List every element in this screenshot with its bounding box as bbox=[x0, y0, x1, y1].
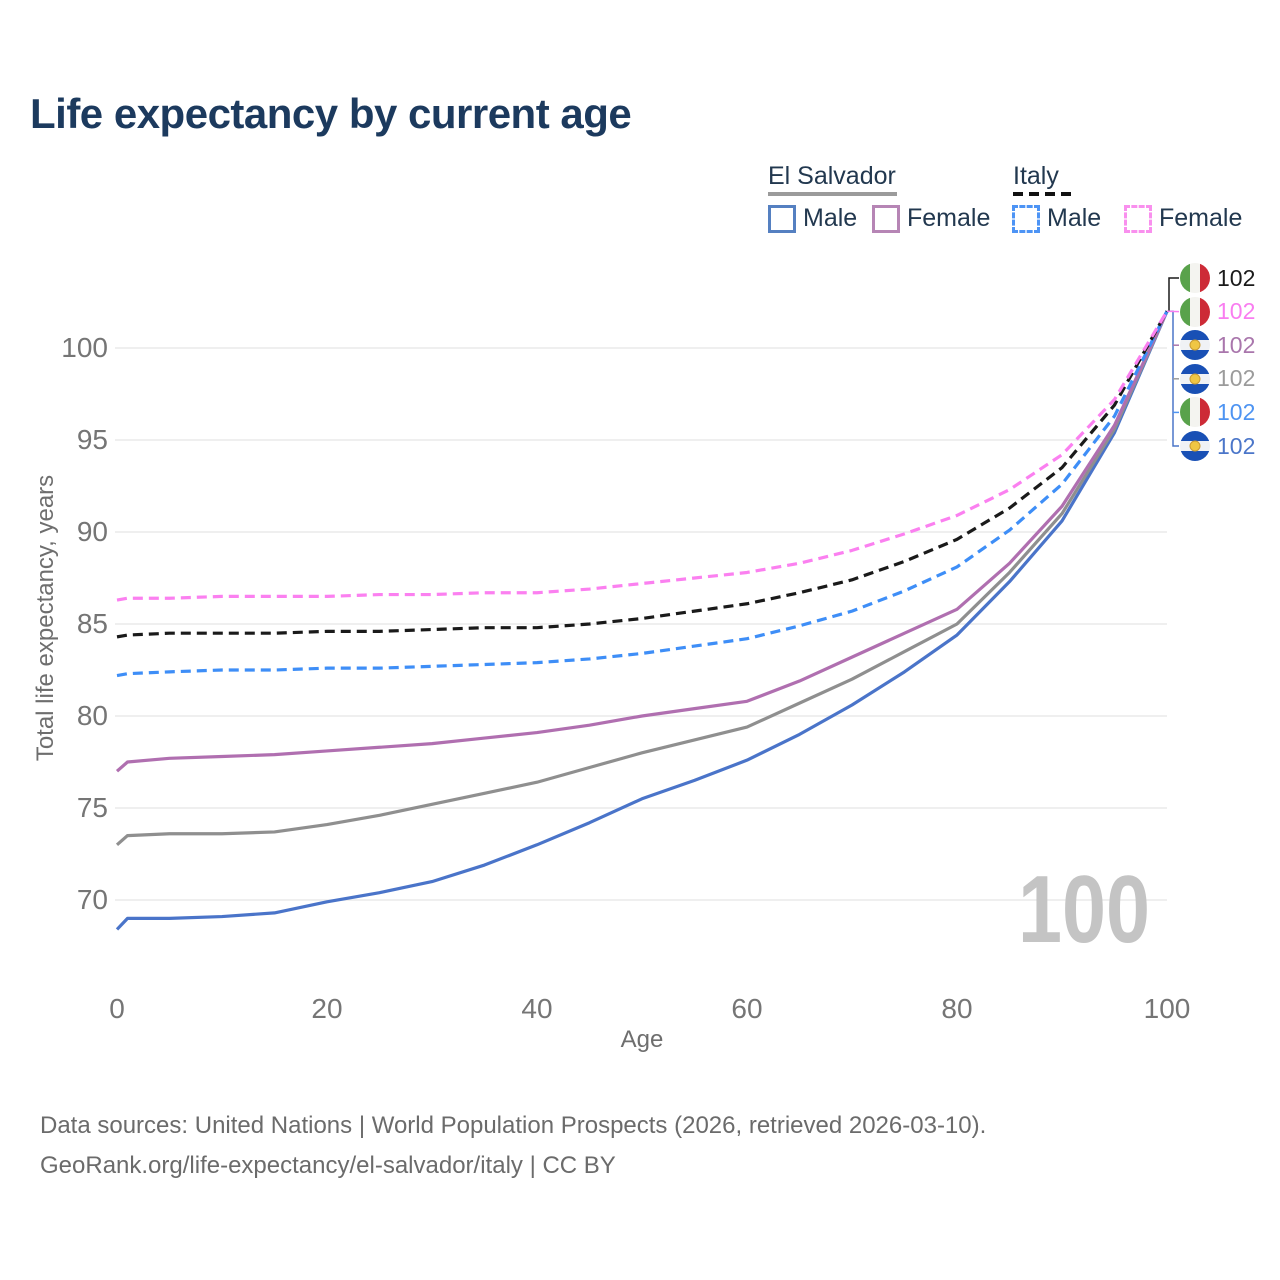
italy-male-swatch bbox=[1012, 204, 1040, 233]
el-salvador-line-sample bbox=[768, 192, 897, 196]
leader-bracket-italy-total bbox=[1168, 277, 1179, 312]
legend-group-title-italy[interactable]: Italy bbox=[1013, 162, 1059, 190]
y-tick-label: 100 bbox=[61, 332, 108, 363]
y-tick-label: 80 bbox=[77, 700, 108, 731]
end-label-value: 102 bbox=[1217, 432, 1256, 459]
legend-group-title-el-salvador[interactable]: El Salvador bbox=[768, 162, 896, 190]
end-label-value: 102 bbox=[1217, 298, 1256, 325]
end-label-row: 102 bbox=[1180, 330, 1256, 361]
y-tick-label: 75 bbox=[77, 792, 108, 823]
series-line-italy-male[interactable] bbox=[116, 310, 1169, 678]
legend-item-italy-female[interactable]: Female bbox=[1124, 204, 1242, 233]
end-label-value: 102 bbox=[1217, 365, 1256, 392]
end-label-value: 102 bbox=[1217, 331, 1256, 358]
footer-attribution: Data sources: United Nations | World Pop… bbox=[40, 1106, 986, 1186]
italy-line-sample bbox=[1013, 192, 1071, 196]
italy-female-swatch bbox=[1124, 204, 1152, 233]
end-label-value: 102 bbox=[1217, 398, 1256, 425]
italy-flag-icon bbox=[1180, 296, 1210, 327]
y-tick-label: 90 bbox=[77, 516, 108, 547]
end-label-row: 102 bbox=[1180, 363, 1256, 394]
series-line-el-salvador-female[interactable] bbox=[115, 310, 1169, 773]
x-axis-title: Age bbox=[620, 1026, 664, 1053]
x-tick-label: 100 bbox=[1144, 993, 1191, 1024]
series-line-italy-female[interactable] bbox=[116, 310, 1169, 602]
el-salvador-flag-icon bbox=[1180, 330, 1210, 361]
data-sources-line: Data sources: United Nations | World Pop… bbox=[40, 1112, 987, 1139]
y-tick-label: 85 bbox=[77, 608, 108, 639]
italy-flag-icon bbox=[1180, 397, 1210, 428]
el-salvador-flag-icon bbox=[1180, 431, 1210, 461]
el-salvador-flag-icon bbox=[1180, 363, 1210, 394]
source-url-line: GeoRank.org/life-expectancy/el-salvador/… bbox=[40, 1152, 616, 1179]
legend-item-label: Female bbox=[1159, 204, 1243, 232]
legend-item-label: Male bbox=[1047, 204, 1102, 232]
legend-item-el-salvador-female[interactable]: Female bbox=[872, 204, 990, 233]
legend-item-italy-male[interactable]: Male bbox=[1012, 204, 1101, 233]
x-tick-label: 40 bbox=[521, 993, 552, 1024]
el-salvador-female-swatch bbox=[872, 204, 900, 233]
age-watermark: 100 bbox=[1018, 856, 1150, 963]
series-line-italy-total[interactable] bbox=[116, 310, 1169, 639]
italy-flag-icon bbox=[1180, 263, 1210, 293]
end-label-value: 102 bbox=[1217, 264, 1256, 291]
legend-item-el-salvador-male[interactable]: Male bbox=[768, 204, 857, 233]
el-salvador-male-swatch bbox=[768, 204, 796, 233]
legend-item-label: Female bbox=[907, 204, 991, 232]
y-tick-label: 70 bbox=[77, 884, 108, 915]
series-line-el-salvador-male[interactable] bbox=[115, 310, 1169, 931]
x-tick-label: 80 bbox=[941, 993, 972, 1024]
page-title: Life expectancy by current age bbox=[30, 90, 632, 137]
x-tick-label: 20 bbox=[311, 993, 342, 1024]
end-label-row: 102 bbox=[1180, 397, 1256, 428]
series-line-el-salvador-total[interactable] bbox=[115, 310, 1169, 847]
end-label-row: 102 bbox=[1180, 431, 1255, 461]
y-tick-label: 95 bbox=[77, 424, 108, 455]
legend-item-label: Male bbox=[803, 204, 858, 232]
end-label-row: 102 bbox=[1180, 296, 1256, 327]
end-label-row: 102 bbox=[1180, 263, 1255, 293]
x-tick-label: 60 bbox=[731, 993, 762, 1024]
x-tick-label: 0 bbox=[109, 993, 125, 1024]
